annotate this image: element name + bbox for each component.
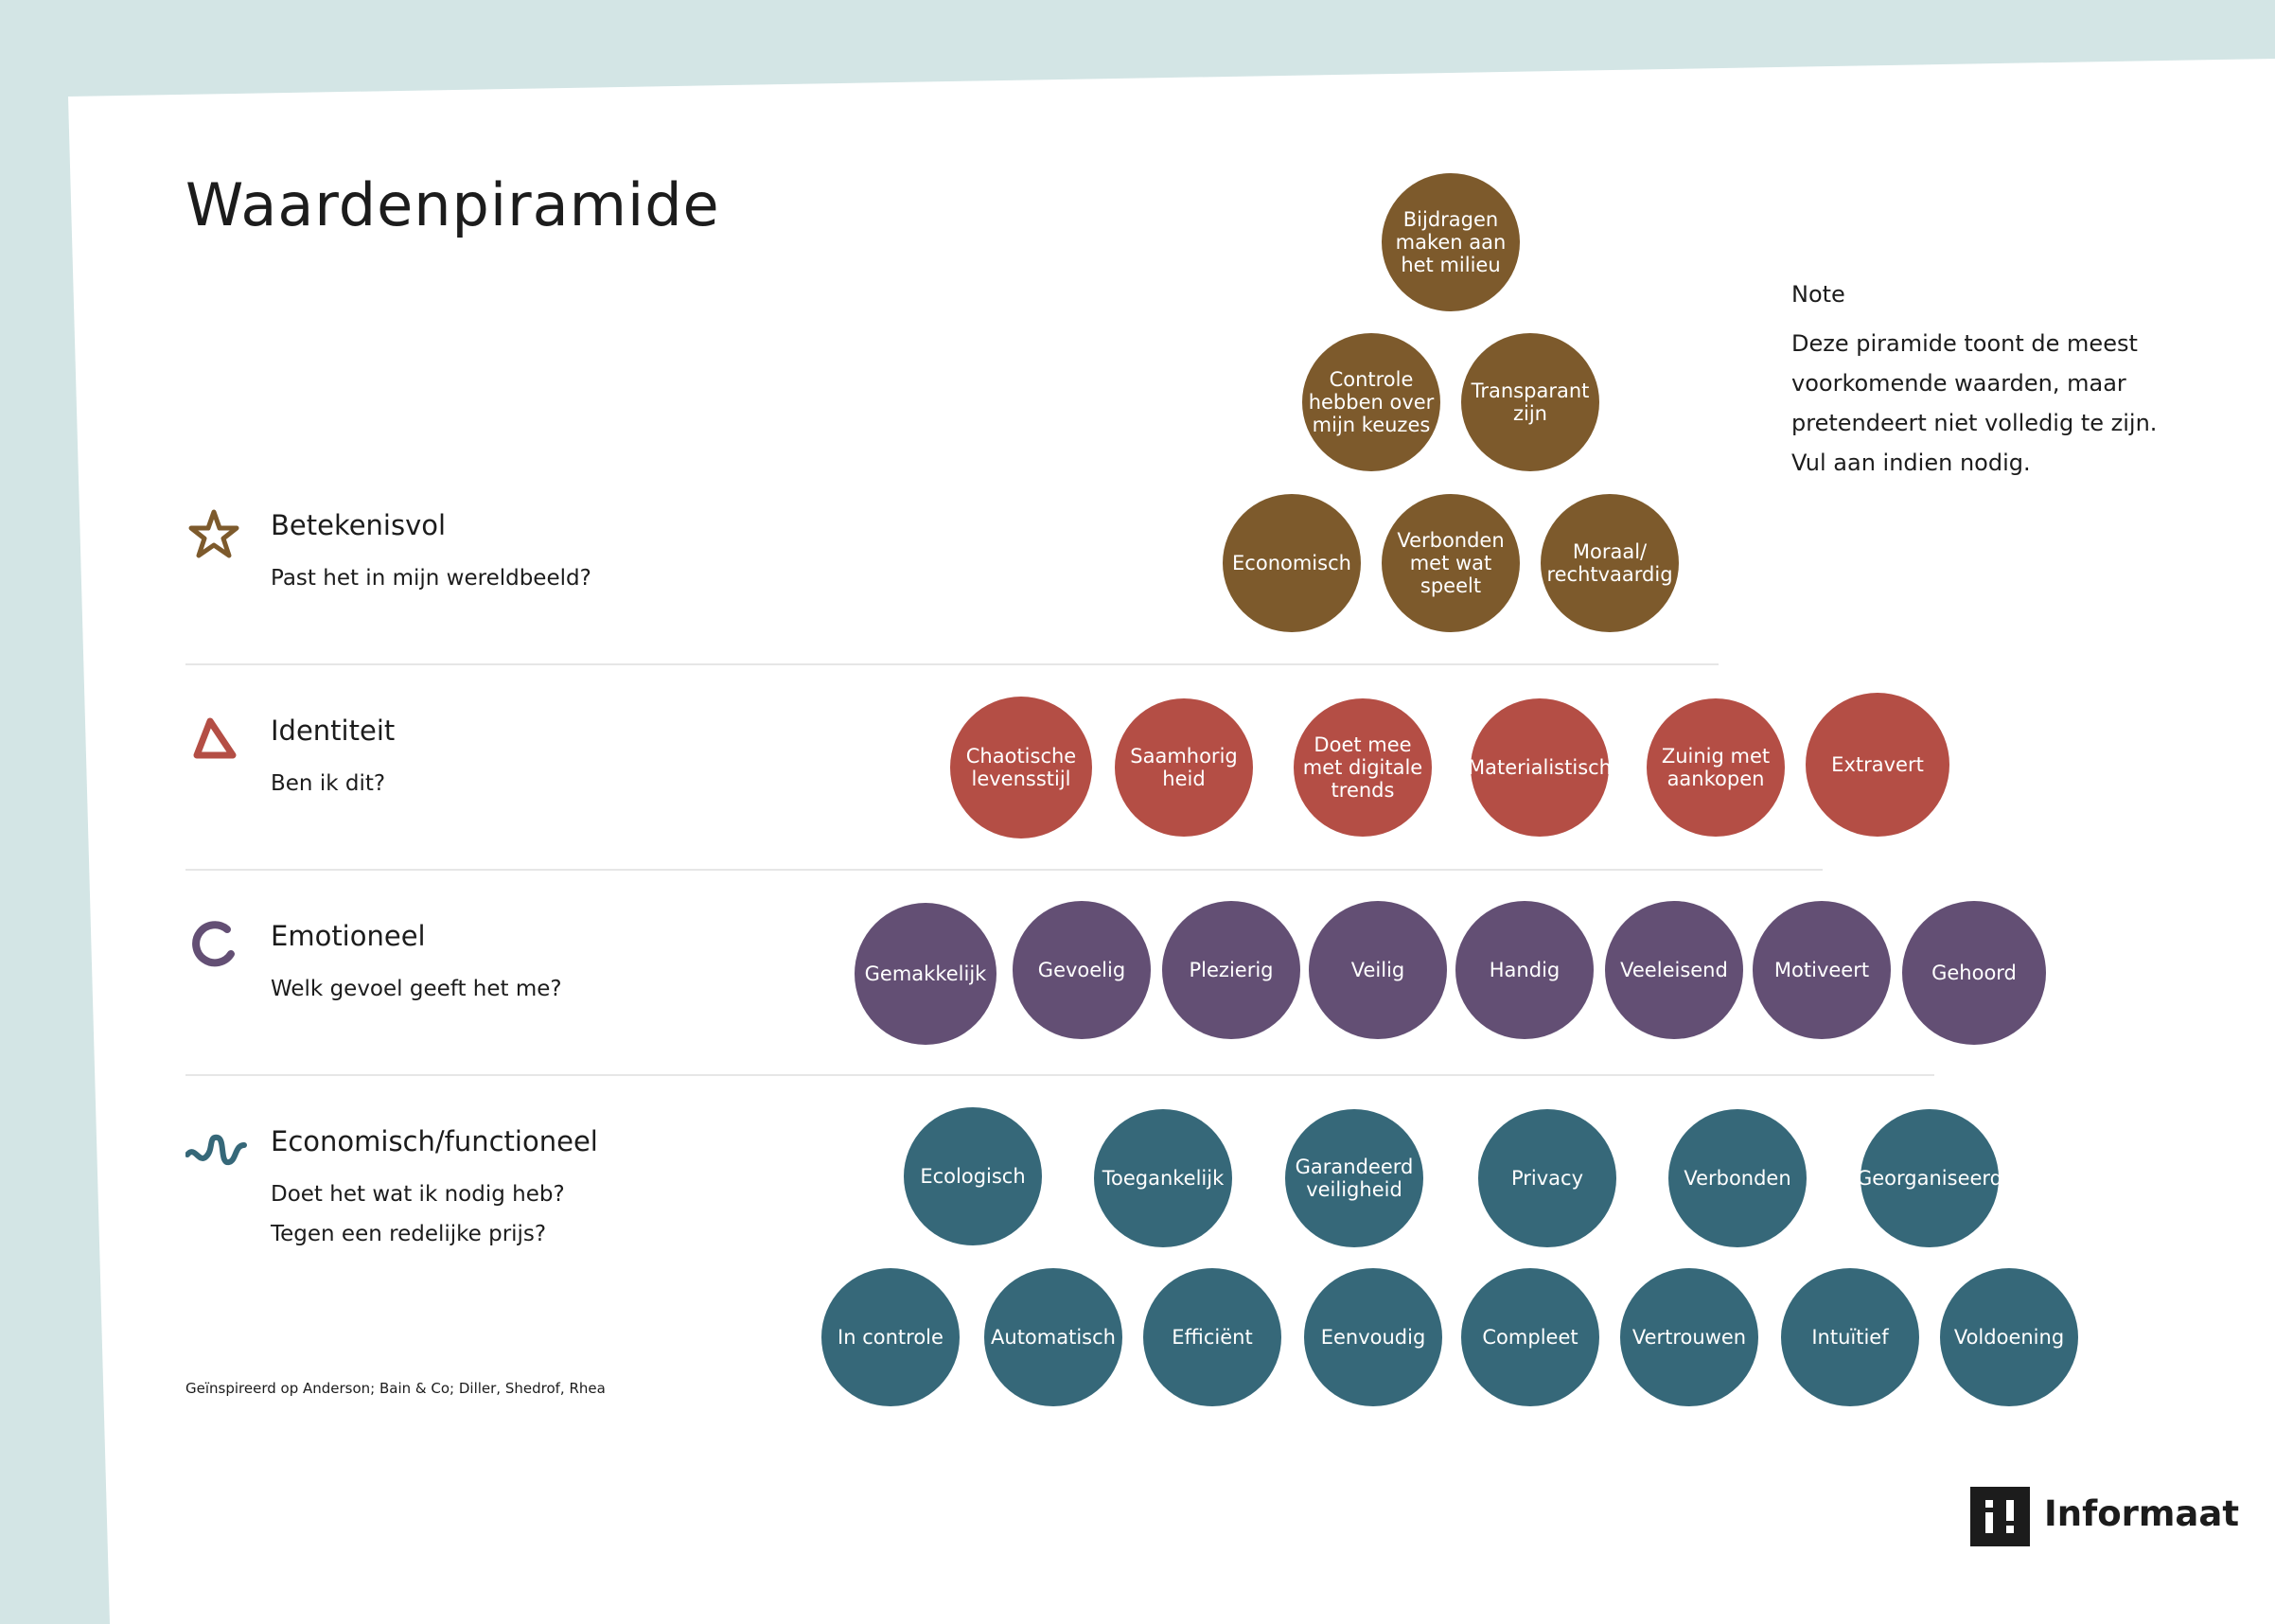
informaat-logo-icon <box>1970 1487 2030 1546</box>
value-circle: Verbonden met wat speelt <box>1382 494 1520 632</box>
value-circle: Automatisch <box>984 1268 1122 1406</box>
value-circle: Plezierig <box>1162 901 1300 1039</box>
note-line: voorkomende waarden, maar <box>1791 370 2126 397</box>
value-circle: Handig <box>1455 901 1594 1039</box>
value-circle: Gehoord <box>1902 901 2046 1045</box>
value-circle: Zuinig met aankopen <box>1647 698 1785 837</box>
value-circle: Materialistisch <box>1468 698 1612 837</box>
value-circle: In controle <box>821 1268 960 1406</box>
value-circle: Bijdragen maken aan het milieu <box>1382 173 1520 311</box>
value-circle: Compleet <box>1461 1268 1599 1406</box>
divider <box>185 663 1719 665</box>
value-circle: Garandeerd veiligheid <box>1285 1109 1423 1247</box>
category-question: Welk gevoel geeft het me? <box>271 977 562 1001</box>
triangle-icon <box>193 717 237 759</box>
value-circle: Chaotische levensstijl <box>950 697 1092 838</box>
category-title-identiteit: Identiteit <box>271 715 396 747</box>
value-circle: Gevoelig <box>1013 901 1151 1039</box>
value-circle: Verbonden <box>1668 1109 1807 1247</box>
value-circle: Toegankelijk <box>1094 1109 1232 1247</box>
category-title-betekenisvol: Betekenisvol <box>271 509 447 541</box>
page-title: Waardenpiramide <box>185 170 720 239</box>
value-circle: Efficiënt <box>1143 1268 1281 1406</box>
value-circle: Intuïtief <box>1781 1268 1919 1406</box>
value-circle: Veeleisend <box>1605 901 1743 1039</box>
category-question: Past het in mijn wereldbeeld? <box>271 566 591 591</box>
value-circle: Gemakkelijk <box>855 903 996 1045</box>
value-circle: Transparant zijn <box>1461 333 1599 471</box>
logo-text: Informaat <box>2044 1493 2240 1534</box>
divider <box>185 869 1823 871</box>
value-circle: Eenvoudig <box>1304 1268 1442 1406</box>
value-circle: Vertrouwen <box>1620 1268 1758 1406</box>
note-line: pretendeert niet volledig te zijn. <box>1791 410 2158 436</box>
category-title-functioneel: Economisch/functioneel <box>271 1125 598 1157</box>
category-title-emotioneel: Emotioneel <box>271 920 426 952</box>
value-circle: Controle hebben over mijn keuzes <box>1302 333 1440 471</box>
star-icon <box>188 509 239 558</box>
wave-icon <box>185 1134 247 1165</box>
value-circle: Motiveert <box>1753 901 1891 1039</box>
note-body: Deze piramide toont de meest voorkomende… <box>1791 324 2189 483</box>
note-heading: Note <box>1791 281 1845 308</box>
value-circle: Privacy <box>1478 1109 1616 1247</box>
credit-text: Geïnspireerd op Anderson; Bain & Co; Dil… <box>185 1380 606 1397</box>
value-circle: Doet mee met digitale trends <box>1294 698 1432 837</box>
value-circle: Veilig <box>1309 901 1447 1039</box>
value-circle: Ecologisch <box>904 1107 1042 1245</box>
note-line: Vul aan indien nodig. <box>1791 450 2031 476</box>
value-circle: Moraal/ rechtvaardig <box>1541 494 1679 632</box>
value-circle: Saamhorig heid <box>1115 698 1253 837</box>
divider <box>185 1074 1934 1076</box>
category-question: Doet het wat ik nodig heb? <box>271 1182 565 1207</box>
category-question: Tegen een redelijke prijs? <box>271 1222 547 1246</box>
circle-icon <box>192 921 235 967</box>
value-circle: Georganiseerd <box>1857 1109 2002 1247</box>
note-line: Deze piramide toont de meest <box>1791 330 2138 357</box>
value-circle: Economisch <box>1223 494 1361 632</box>
value-circle: Extravert <box>1806 693 1949 837</box>
value-circle: Voldoening <box>1940 1268 2078 1406</box>
category-question: Ben ik dit? <box>271 771 386 796</box>
